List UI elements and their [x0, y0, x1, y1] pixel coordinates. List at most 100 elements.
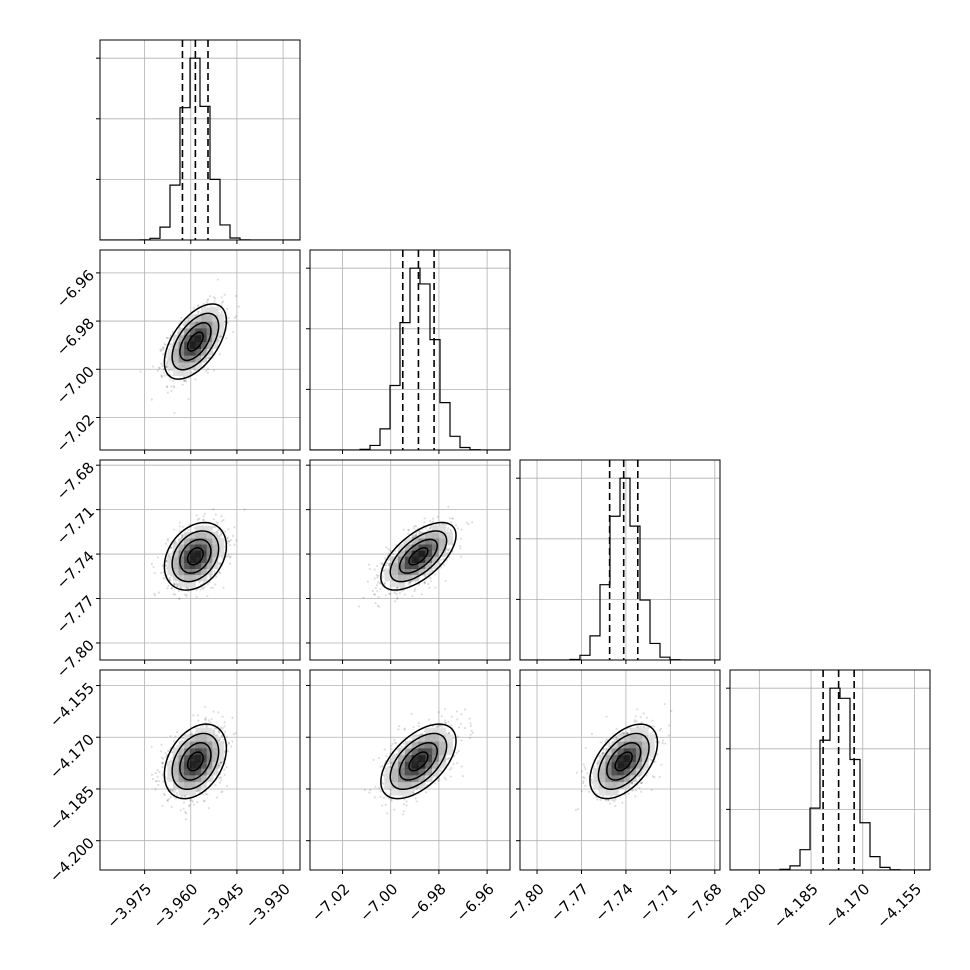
scatter-point [465, 521, 469, 524]
scatter-point [424, 574, 427, 578]
scatter-point [218, 781, 221, 784]
scatter-point [212, 296, 216, 299]
scatter-point [224, 730, 227, 733]
scatter-point [460, 555, 463, 558]
scatter-point [448, 547, 451, 550]
scatter-point [170, 389, 173, 392]
scatter-point [226, 537, 230, 540]
scatter-point [198, 517, 201, 521]
density-cell [411, 556, 419, 563]
scatter-point [183, 379, 186, 382]
density-cell [200, 355, 208, 363]
scatter-point [219, 534, 222, 537]
scatter-point [379, 587, 382, 590]
scatter-point [225, 337, 228, 340]
density-cell [418, 550, 426, 557]
density-cell [425, 544, 433, 551]
scatter-point [175, 791, 179, 795]
scatter-point [173, 791, 176, 794]
scatter-point [447, 549, 450, 552]
density-cell [172, 348, 180, 356]
scatter-point [414, 587, 417, 591]
scatter-point [202, 515, 205, 518]
density-cell [189, 574, 196, 582]
scatter-point [162, 348, 165, 351]
scatter-point [204, 705, 207, 708]
scatter-point [195, 589, 198, 592]
scatter-point [222, 518, 225, 522]
scatter-point [208, 355, 211, 359]
contour-3 [163, 521, 228, 591]
density-cell [184, 327, 191, 336]
density-cell [189, 314, 196, 322]
scatter-point [178, 525, 181, 528]
scatter-point [209, 295, 212, 298]
scatter-point [171, 551, 174, 554]
scatter-point [169, 579, 172, 582]
scatter-point [159, 750, 163, 753]
scatter-point [217, 334, 221, 338]
scatter-point [181, 535, 184, 538]
density-cell [438, 531, 447, 539]
density-cell [404, 562, 413, 569]
scatter-point [226, 536, 229, 539]
scatter-point [197, 310, 200, 313]
scatter-point [168, 576, 172, 579]
scatter-point [160, 348, 164, 352]
density-cell [189, 327, 196, 336]
scatter-point [407, 581, 410, 584]
scatter-point [166, 587, 169, 590]
scatter-point [161, 375, 164, 379]
scatter-point [190, 371, 193, 374]
density-cell [200, 556, 208, 563]
scatter-point [378, 605, 381, 608]
scatter-point [220, 335, 223, 338]
scatter-point [423, 520, 426, 524]
density-cell [178, 368, 185, 377]
scatter-point [384, 594, 387, 597]
scatter-point [172, 740, 175, 743]
scatter-point [221, 300, 225, 303]
scatter-point [164, 542, 168, 545]
scatter-point [181, 383, 184, 386]
density-cell [172, 355, 180, 363]
scatter-point [232, 330, 235, 333]
density-cell [438, 544, 447, 551]
density-cell [391, 574, 399, 582]
density-cell [184, 361, 191, 370]
panel-content-2-0 [100, 460, 300, 660]
density-cell [178, 361, 185, 370]
scatter-point [407, 532, 410, 535]
scatter-point [154, 771, 157, 775]
scatter-point [224, 530, 227, 533]
density-cell [172, 368, 180, 377]
scatter-point [164, 343, 167, 347]
scatter-point [207, 719, 210, 722]
density-cell [217, 538, 224, 545]
scatter-point [199, 588, 202, 591]
scatter-point [393, 591, 396, 594]
density-cell [445, 538, 453, 545]
density-cell [212, 327, 219, 336]
scatter-point [166, 539, 169, 542]
scatter-point [357, 605, 361, 608]
scatter-point [377, 574, 380, 577]
scatter-point [195, 514, 198, 517]
density-cell [184, 348, 191, 356]
scatter-point [173, 583, 176, 586]
density-cell [195, 525, 202, 533]
scatter-point [407, 582, 410, 585]
density-cell [206, 550, 213, 557]
density-cell [206, 538, 213, 545]
scatter-point [174, 593, 177, 596]
scatter-point [204, 369, 208, 373]
scatter-point [153, 592, 156, 595]
scatter-point [194, 378, 197, 381]
scatter-point [163, 342, 166, 346]
scatter-point [227, 316, 230, 320]
scatter-point [206, 724, 209, 727]
density-cell [195, 348, 202, 356]
scatter-point [202, 303, 205, 306]
scatter-point [216, 278, 219, 281]
